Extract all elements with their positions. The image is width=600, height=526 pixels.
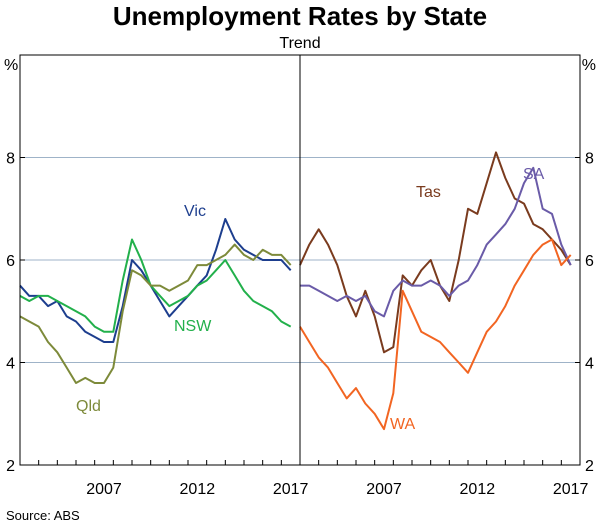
y-tick-label: 4 — [585, 356, 594, 373]
series-line-nsw — [19, 238, 292, 333]
x-tick-label: 2012 — [180, 481, 216, 498]
series-line-tas — [299, 151, 572, 354]
series-line-wa — [299, 238, 572, 431]
series-label-qld: Qld — [76, 398, 101, 415]
series-line-vic — [19, 218, 292, 343]
x-axis: 2007 2012 2017 2007 2012 2017 — [19, 460, 589, 498]
series-label-tas: Tas — [416, 184, 441, 201]
y-tick-label: 8 — [6, 151, 15, 168]
x-tick-label: 2017 — [273, 481, 309, 498]
chart-source: Source: ABS — [6, 508, 80, 523]
chart-title: Unemployment Rates by State — [113, 1, 487, 31]
series-label-wa: WA — [390, 416, 416, 433]
y-tick-label: 6 — [585, 253, 594, 270]
y-tick-label: 4 — [6, 356, 15, 373]
y-unit-right: % — [582, 57, 596, 74]
series-label-sa: SA — [523, 166, 545, 183]
y-tick-label: 8 — [585, 151, 594, 168]
y-axis-right: 2 4 6 8 — [575, 151, 594, 475]
x-tick-label: 2007 — [86, 481, 122, 498]
chart-subtitle: Trend — [279, 35, 320, 52]
series-line-sa — [300, 166, 572, 318]
x-tick-label: 2012 — [460, 481, 496, 498]
series-lines — [19, 151, 572, 431]
x-tick-label: 2017 — [553, 481, 589, 498]
y-unit-left: % — [4, 57, 18, 74]
y-tick-label: 2 — [6, 458, 15, 475]
series-label-nsw: NSW — [174, 318, 212, 335]
y-axis-left: 2 4 6 8 — [6, 151, 25, 475]
y-tick-label: 6 — [6, 253, 15, 270]
series-label-vic: Vic — [184, 203, 206, 220]
series-line-qld — [19, 243, 292, 384]
x-tick-label: 2007 — [366, 481, 402, 498]
y-tick-label: 2 — [585, 458, 594, 475]
